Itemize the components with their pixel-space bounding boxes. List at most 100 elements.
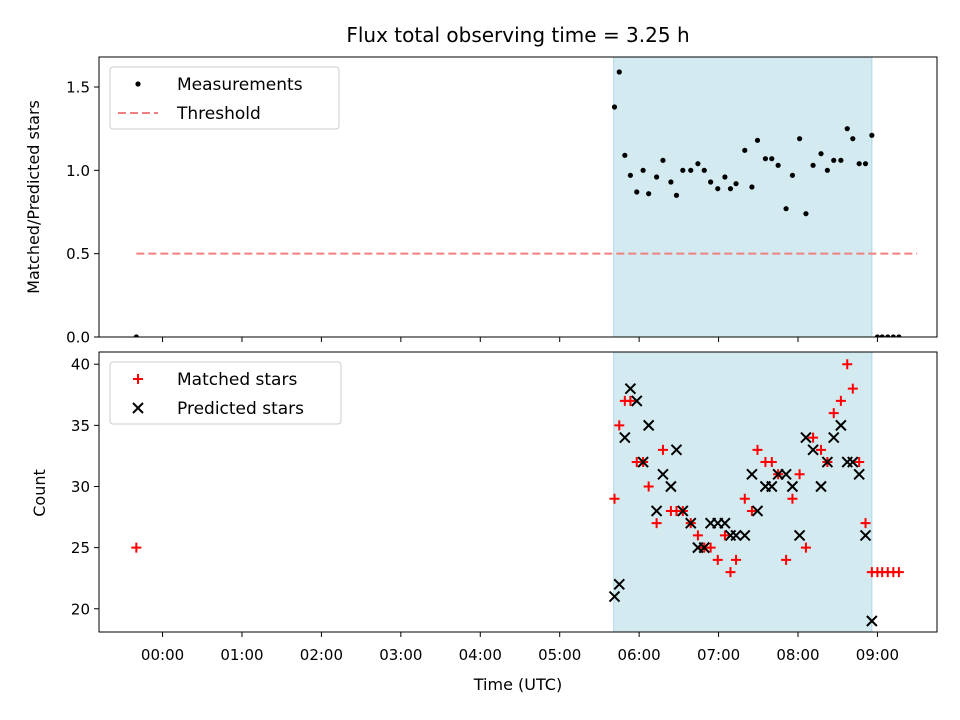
data-point — [133, 334, 139, 337]
x-tick-label: 03:00 — [379, 646, 422, 664]
data-point — [746, 505, 757, 516]
data-point — [708, 179, 714, 185]
y-tick-label: 0.0 — [66, 329, 90, 347]
data-point — [668, 179, 674, 185]
data-point — [807, 444, 819, 456]
plot-area — [131, 359, 904, 627]
y-tick-label: 40 — [71, 356, 90, 374]
data-point — [847, 383, 858, 394]
data-point — [781, 554, 792, 565]
data-point — [808, 432, 819, 443]
data-point — [850, 136, 856, 142]
data-point — [766, 480, 778, 493]
data-point — [727, 186, 734, 192]
data-point — [677, 505, 689, 517]
data-point — [627, 172, 633, 178]
data-point — [625, 395, 636, 406]
data-point — [680, 167, 686, 173]
data-point — [657, 444, 668, 455]
data-point — [856, 161, 862, 167]
data-point — [695, 161, 701, 167]
data-point — [893, 567, 904, 578]
series-predicted-stars — [608, 382, 878, 627]
data-point — [800, 542, 811, 553]
data-point — [705, 542, 716, 553]
data-point — [780, 468, 792, 480]
y-tick-label: 35 — [71, 417, 90, 435]
data-point — [646, 191, 652, 197]
data-point — [769, 156, 775, 162]
y-tick-label: 1.5 — [66, 79, 90, 97]
data-point — [775, 162, 781, 168]
data-point — [650, 505, 663, 517]
legend-predicted-stars-label: Predicted stars — [177, 399, 304, 419]
y-tick-label: 25 — [71, 539, 90, 557]
axes-frame — [98, 351, 938, 633]
data-point — [754, 137, 761, 143]
data-point — [631, 395, 643, 407]
data-point — [816, 444, 827, 455]
series-measurements — [133, 69, 902, 337]
series-matched-stars — [131, 359, 904, 578]
data-point — [793, 529, 806, 542]
data-point — [634, 189, 640, 195]
data-point — [890, 334, 896, 337]
data-point — [835, 419, 847, 432]
bottom-y-axis-label: Count — [30, 469, 49, 517]
data-point — [862, 161, 869, 167]
data-point — [614, 420, 625, 431]
data-point — [803, 211, 809, 217]
legend-threshold-label: Threshold — [176, 104, 261, 124]
data-point — [835, 395, 846, 406]
y-tick-label: 1.0 — [66, 162, 90, 180]
data-point — [624, 382, 637, 395]
data-point — [611, 104, 618, 110]
y-tick-label: 20 — [71, 600, 90, 618]
data-point — [866, 615, 878, 627]
ratio-panel: 0.0 0.5 1.0 1.5 Measurements Threshold — [66, 56, 938, 347]
data-point — [660, 157, 666, 163]
data-point — [752, 444, 763, 455]
legend: Measurements Threshold — [109, 66, 340, 130]
data-point — [685, 517, 697, 529]
data-point — [794, 469, 805, 480]
data-point — [637, 456, 649, 468]
data-point — [739, 493, 750, 504]
legend: Matched stars Predicted stars — [109, 361, 342, 425]
data-point — [821, 456, 834, 468]
data-point — [673, 192, 680, 198]
data-point — [854, 457, 865, 468]
legend-measurements-marker — [135, 81, 141, 87]
data-point — [838, 157, 844, 163]
y-tick-label: 0.5 — [66, 245, 90, 263]
axes-frame — [98, 56, 938, 338]
data-point — [860, 518, 871, 529]
data-point — [715, 186, 721, 192]
data-point — [783, 206, 789, 212]
data-point — [751, 505, 764, 517]
data-point — [719, 517, 731, 529]
data-point — [640, 167, 646, 173]
data-point — [733, 181, 739, 187]
data-point — [828, 408, 839, 419]
data-point — [616, 69, 622, 75]
observing-span — [613, 351, 873, 633]
data-point — [608, 590, 621, 603]
x-tick-label: 02:00 — [300, 646, 343, 664]
data-point — [609, 493, 620, 504]
data-point — [619, 431, 631, 444]
y-tick-label: 30 — [71, 478, 90, 496]
x-axis-label: Time (UTC) — [473, 675, 562, 694]
x-tick-label: 08:00 — [776, 646, 819, 664]
data-point — [853, 468, 865, 480]
data-point — [766, 457, 777, 468]
legend-matched-stars-marker — [133, 374, 143, 384]
x-tick-label: 06:00 — [618, 646, 661, 664]
data-point — [786, 480, 799, 493]
x-tick-label: 09:00 — [856, 646, 899, 664]
data-point — [762, 156, 769, 162]
legend-box — [109, 361, 342, 425]
plot-area — [133, 69, 918, 337]
x-tick-label: 01:00 — [220, 646, 263, 664]
